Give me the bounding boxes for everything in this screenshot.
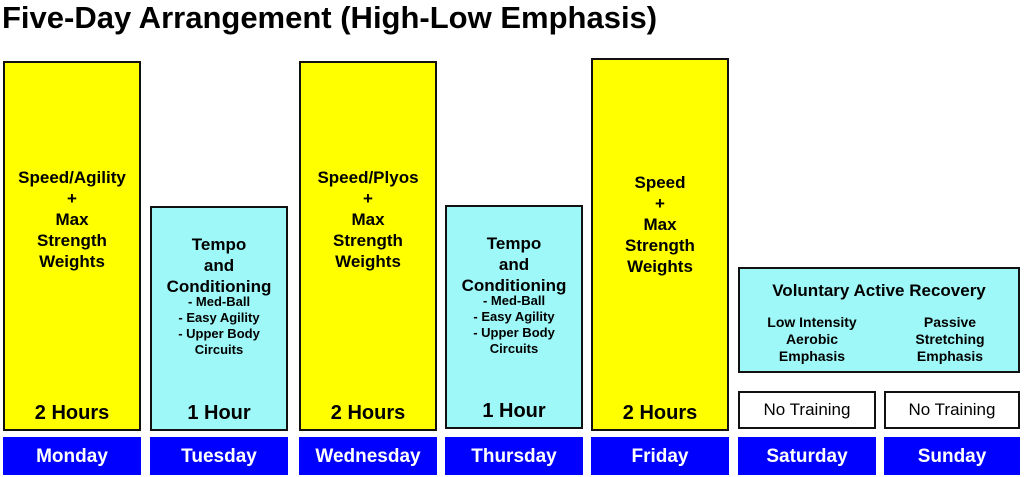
thursday-duration: 1 Hour bbox=[482, 400, 546, 422]
friday-activity: Speed + Max Strength Weights bbox=[625, 173, 695, 276]
wednesday-duration: 2 Hours bbox=[330, 402, 406, 424]
tuesday-duration: 1 Hour bbox=[187, 402, 251, 424]
page-title: Five-Day Arrangement (High-Low Emphasis) bbox=[2, 0, 658, 35]
day-label-wednesday: Wednesday bbox=[299, 437, 437, 475]
monday-activity: Speed/Agility + Max Strength Weights bbox=[18, 168, 126, 271]
sunday-no-training: No Training bbox=[884, 391, 1020, 429]
day-label-saturday: Saturday bbox=[738, 437, 876, 475]
day-label-sunday: Sunday bbox=[884, 437, 1020, 475]
recovery-title: Voluntary Active Recovery bbox=[772, 281, 986, 300]
day-label-monday: Monday bbox=[3, 437, 141, 475]
day-label-tuesday: Tuesday bbox=[150, 437, 288, 475]
wednesday-block: Speed/Plyos + Max Strength Weights 2 Hou… bbox=[299, 61, 437, 431]
recovery-aerobic: Low Intensity Aerobic Emphasis bbox=[767, 314, 857, 364]
tuesday-details: - Med-Ball - Easy Agility - Upper Body C… bbox=[178, 294, 260, 357]
friday-duration: 2 Hours bbox=[622, 402, 698, 424]
thursday-block: Tempo and Conditioning - Med-Ball - Easy… bbox=[445, 205, 583, 429]
thursday-details: - Med-Ball - Easy Agility - Upper Body C… bbox=[473, 293, 555, 356]
tuesday-block: Tempo and Conditioning - Med-Ball - Easy… bbox=[150, 206, 288, 431]
monday-block: Speed/Agility + Max Strength Weights 2 H… bbox=[3, 61, 141, 431]
recovery-stretching: Passive Stretching Emphasis bbox=[915, 314, 985, 364]
recovery-block: Voluntary Active Recovery Low Intensity … bbox=[738, 267, 1020, 373]
saturday-no-training: No Training bbox=[738, 391, 876, 429]
friday-block: Speed + Max Strength Weights 2 Hours bbox=[591, 58, 729, 431]
wednesday-activity: Speed/Plyos + Max Strength Weights bbox=[317, 168, 419, 271]
monday-duration: 2 Hours bbox=[34, 402, 110, 424]
thursday-activity: Tempo and Conditioning bbox=[461, 234, 567, 295]
day-label-thursday: Thursday bbox=[445, 437, 583, 475]
tuesday-activity: Tempo and Conditioning bbox=[166, 235, 272, 296]
day-label-friday: Friday bbox=[591, 437, 729, 475]
